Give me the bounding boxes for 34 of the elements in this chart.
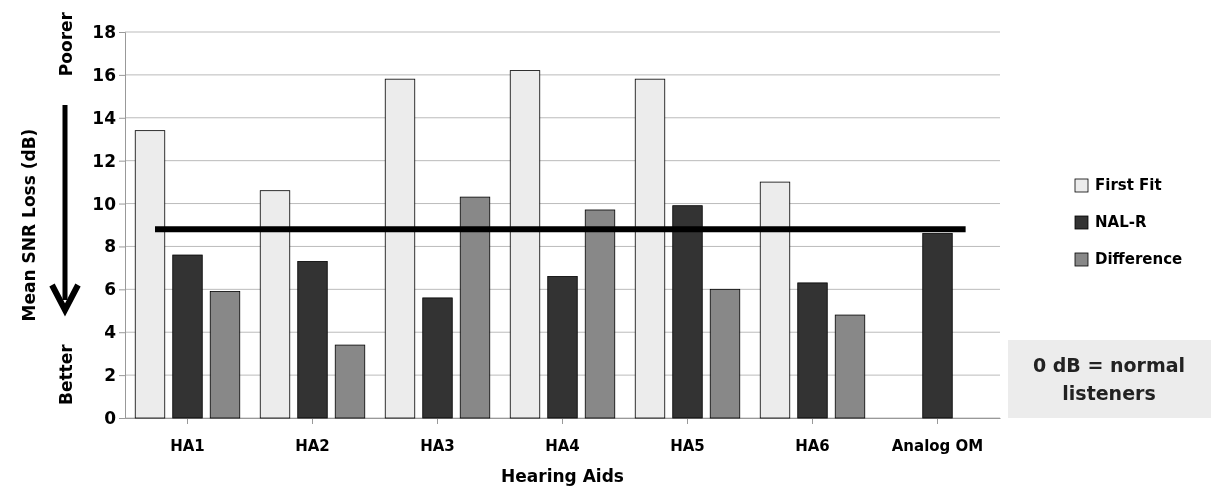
- bar: [709, 288, 741, 419]
- text: 0 dB = normal listeners: [1032, 354, 1186, 404]
- x-tick-label: HA4: [545, 437, 580, 455]
- y-tick-label: 10: [92, 193, 117, 214]
- x-tick-label: HA2: [295, 437, 330, 455]
- legend-label: NAL-R: [1095, 213, 1147, 231]
- y-tick-label: 2: [104, 365, 116, 386]
- bar: [422, 297, 453, 419]
- bar: [297, 261, 328, 419]
- y-axis-title: Mean SNR Loss (dB): [19, 128, 39, 322]
- legend-label: Difference: [1095, 250, 1183, 268]
- legend-label: First Fit: [1095, 176, 1162, 194]
- y-tick-label: 14: [92, 107, 117, 128]
- text: Better: [56, 343, 76, 405]
- text: Poorer: [56, 11, 76, 77]
- y-tick-label: 4: [104, 322, 117, 343]
- bar: [172, 254, 203, 419]
- bar: [209, 291, 241, 419]
- y-tick-label: 16: [92, 64, 116, 85]
- bar: [547, 276, 578, 419]
- y-tick-label: 12: [92, 150, 116, 171]
- y-tick-label: 6: [104, 279, 116, 300]
- bar: [334, 344, 366, 419]
- x-axis-title: Hearing Aids: [501, 466, 624, 486]
- y-tick-label: 18: [92, 21, 116, 42]
- y-tick-label: 0: [104, 407, 117, 428]
- x-tick-label: HA5: [670, 437, 705, 455]
- bar: [797, 282, 828, 419]
- x-tick-label: Analog OM: [891, 437, 984, 455]
- x-tick-label: HA3: [420, 437, 455, 455]
- bar: [834, 314, 866, 419]
- y-tick-label: 8: [104, 236, 116, 257]
- x-tick-label: HA1: [170, 437, 205, 455]
- x-tick-label: HA6: [795, 437, 830, 455]
